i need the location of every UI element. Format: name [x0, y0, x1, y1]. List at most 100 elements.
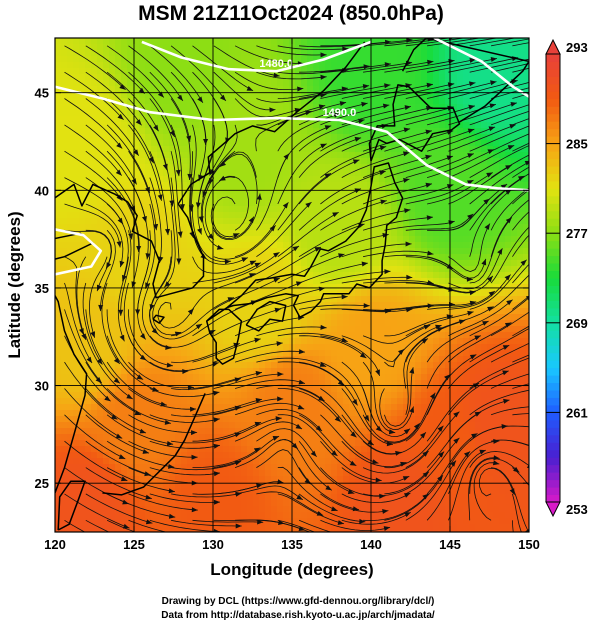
heat-cell	[169, 266, 176, 273]
heat-cell	[301, 80, 308, 87]
heat-cell	[457, 308, 464, 315]
heat-cell	[85, 350, 92, 357]
heat-cell	[505, 242, 512, 249]
heat-cell	[337, 242, 344, 249]
heat-cell	[133, 176, 140, 183]
heat-cell	[307, 212, 314, 219]
heat-cell	[163, 44, 170, 51]
heat-cell	[343, 170, 350, 177]
heat-cell	[433, 374, 440, 381]
heat-cell	[379, 86, 386, 93]
heat-cell	[67, 62, 74, 69]
heat-cell	[487, 164, 494, 171]
heat-cell	[457, 296, 464, 303]
heat-cell	[157, 266, 164, 273]
heat-cell	[505, 290, 512, 297]
heat-cell	[295, 254, 302, 261]
heat-cell	[241, 326, 248, 333]
heat-cell	[313, 44, 320, 51]
heat-cell	[349, 296, 356, 303]
heat-cell	[181, 374, 188, 381]
heat-cell	[391, 368, 398, 375]
heat-cell	[355, 380, 362, 387]
heat-cell	[367, 266, 374, 273]
heat-cell	[229, 38, 236, 45]
heat-cell	[163, 104, 170, 111]
heat-cell	[361, 116, 368, 123]
heat-cell	[109, 176, 116, 183]
heat-cell	[169, 278, 176, 285]
heat-cell	[235, 368, 242, 375]
heat-cell	[265, 212, 272, 219]
heat-cell	[361, 278, 368, 285]
heat-cell	[403, 398, 410, 405]
heat-cell	[67, 272, 74, 279]
heat-cell	[109, 230, 116, 237]
heat-cell	[97, 416, 104, 423]
heat-cell	[337, 68, 344, 75]
heat-cell	[385, 158, 392, 165]
heat-cell	[295, 338, 302, 345]
heat-cell	[415, 74, 422, 81]
heat-cell	[481, 362, 488, 369]
heat-cell	[409, 380, 416, 387]
heat-cell	[499, 398, 506, 405]
heat-cell	[91, 134, 98, 141]
heat-cell	[487, 356, 494, 363]
heat-cell	[463, 194, 470, 201]
heat-cell	[487, 134, 494, 141]
heat-cell	[121, 74, 128, 81]
heat-cell	[97, 50, 104, 57]
heat-cell	[187, 332, 194, 339]
heat-cell	[67, 398, 74, 405]
heat-cell	[457, 116, 464, 123]
heat-cell	[265, 344, 272, 351]
heat-cell	[337, 122, 344, 129]
heat-cell	[451, 236, 458, 243]
heat-cell	[391, 38, 398, 45]
heat-cell	[475, 278, 482, 285]
heat-cell	[109, 380, 116, 387]
heat-cell	[355, 200, 362, 207]
heat-cell	[385, 290, 392, 297]
heat-cell	[373, 134, 380, 141]
heat-cell	[253, 128, 260, 135]
heat-cell	[85, 380, 92, 387]
heat-cell	[133, 368, 140, 375]
heat-cell	[103, 110, 110, 117]
heat-cell	[229, 134, 236, 141]
heat-cell	[295, 170, 302, 177]
heat-cell	[283, 140, 290, 147]
heat-cell	[319, 224, 326, 231]
heat-cell	[241, 392, 248, 399]
heat-cell	[457, 134, 464, 141]
heat-cell	[295, 374, 302, 381]
heat-cell	[313, 128, 320, 135]
heat-cell	[223, 410, 230, 417]
heat-cell	[277, 404, 284, 411]
heat-cell	[271, 374, 278, 381]
heat-cell	[133, 290, 140, 297]
heat-cell	[133, 314, 140, 321]
heat-cell	[487, 182, 494, 189]
heat-cell	[511, 44, 518, 51]
heat-cell	[337, 74, 344, 81]
heat-cell	[139, 398, 146, 405]
heat-cell	[355, 68, 362, 75]
heat-cell	[103, 158, 110, 165]
heat-cell	[331, 344, 338, 351]
heat-cell	[193, 188, 200, 195]
heat-cell	[187, 296, 194, 303]
heat-cell	[313, 170, 320, 177]
heat-cell	[427, 140, 434, 147]
heat-cell	[481, 218, 488, 225]
heat-cell	[457, 194, 464, 201]
heat-cell	[391, 284, 398, 291]
heat-cell	[217, 260, 224, 267]
heat-cell	[307, 158, 314, 165]
heat-cell	[415, 206, 422, 213]
heat-cell	[55, 68, 62, 75]
heat-cell	[211, 200, 218, 207]
heat-cell	[391, 242, 398, 249]
heat-cell	[397, 98, 404, 105]
